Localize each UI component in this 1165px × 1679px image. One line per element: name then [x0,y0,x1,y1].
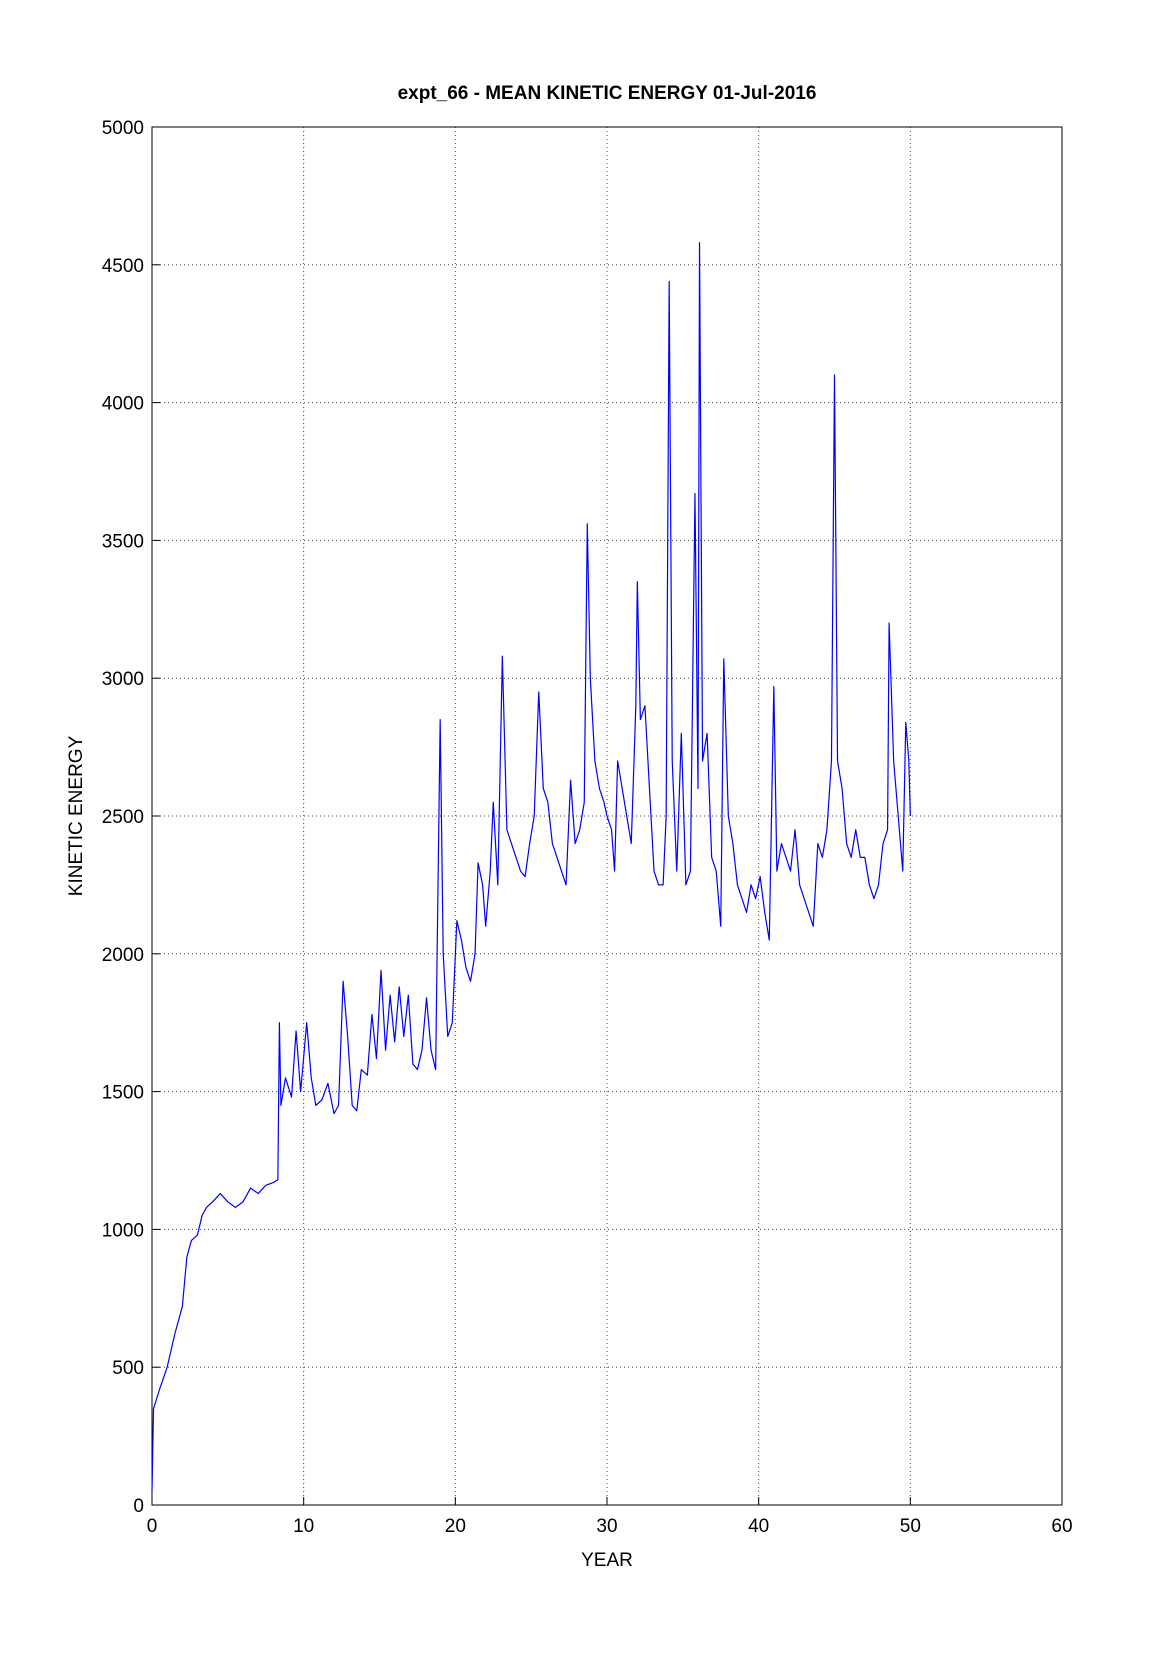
x-tick-label: 50 [900,1516,921,1537]
y-tick-label: 5000 [102,118,144,139]
y-tick-label: 4000 [102,394,144,415]
y-tick-label: 2000 [102,945,144,966]
x-tick-label: 10 [293,1516,314,1537]
x-tick-label: 0 [147,1516,158,1537]
y-tick-label: 1000 [102,1220,144,1241]
x-tick-label: 60 [1051,1516,1072,1537]
y-tick-label: 3000 [102,669,144,690]
x-tick-label: 40 [748,1516,769,1537]
chart-title: expt_66 - MEAN KINETIC ENERGY 01-Jul-201… [398,83,817,104]
y-tick-label: 2500 [102,807,144,828]
y-tick-label: 4500 [102,256,144,277]
data-line [151,242,911,1492]
x-tick-label: 30 [596,1516,617,1537]
y-tick-label: 0 [133,1496,144,1517]
plot-frame [151,126,1063,1506]
y-tick-label: 1500 [102,1083,144,1104]
x-tick-label: 20 [445,1516,466,1537]
y-axis-label: KINETIC ENERGY [66,735,87,896]
y-tick-label: 3500 [102,531,144,552]
x-axis-label: YEAR [581,1550,633,1571]
y-tick-label: 500 [112,1358,144,1379]
